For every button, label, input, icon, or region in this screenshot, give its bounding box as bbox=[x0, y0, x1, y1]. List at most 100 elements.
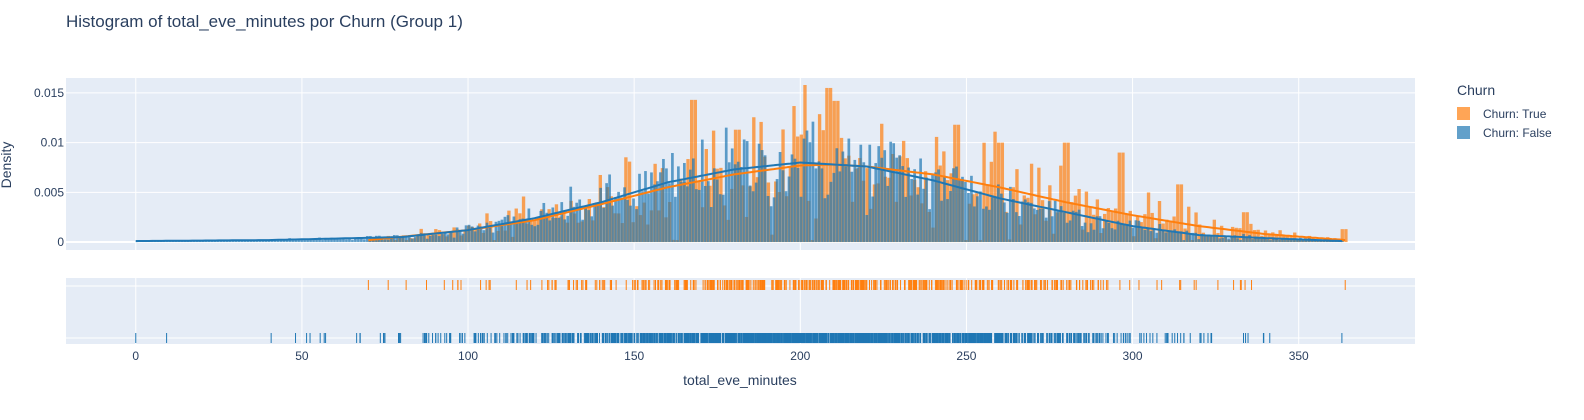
bar-churn-false bbox=[952, 168, 955, 243]
bar-churn-false bbox=[602, 207, 605, 243]
bar-churn-true bbox=[1340, 229, 1344, 243]
bar-churn-false bbox=[999, 193, 1003, 243]
bar-churn-false bbox=[937, 169, 940, 243]
legend-item-churn-true[interactable]: Churn: True bbox=[1457, 104, 1552, 123]
bar-churn-false bbox=[1284, 239, 1287, 243]
y-axis-title: Density bbox=[0, 142, 14, 189]
bar-churn-false bbox=[826, 194, 830, 243]
bar-churn-false bbox=[1218, 238, 1221, 243]
y-tick-label: 0.01 bbox=[41, 136, 65, 150]
bar-churn-false bbox=[703, 185, 707, 243]
bar-churn-false bbox=[653, 184, 656, 243]
bar-churn-false bbox=[1251, 239, 1254, 243]
bar-churn-false bbox=[934, 172, 937, 243]
bar-churn-false bbox=[428, 235, 432, 243]
bar-churn-false bbox=[796, 168, 800, 243]
bar-churn-false bbox=[955, 166, 958, 243]
bar-churn-false bbox=[431, 235, 435, 243]
bar-churn-false bbox=[467, 224, 471, 243]
bar-churn-false bbox=[1263, 237, 1266, 243]
bar-churn-false bbox=[1083, 222, 1087, 243]
bar-churn-false bbox=[515, 222, 519, 243]
bar-churn-false bbox=[1095, 216, 1099, 243]
bar-churn-false bbox=[745, 141, 749, 243]
bar-churn-false bbox=[545, 212, 549, 243]
x-tick-label: 200 bbox=[790, 349, 810, 363]
bar-churn-false bbox=[557, 217, 561, 243]
bar-churn-false bbox=[566, 215, 570, 243]
bar-churn-false bbox=[677, 166, 680, 243]
bar-churn-true bbox=[1062, 142, 1067, 243]
bar-churn-false bbox=[1254, 236, 1257, 243]
bar-churn-true bbox=[1015, 169, 1019, 243]
bar-churn-true bbox=[1179, 184, 1184, 243]
bar-churn-false bbox=[665, 168, 668, 243]
bar-churn-false bbox=[386, 239, 390, 243]
bar-churn-false bbox=[312, 238, 315, 243]
bar-churn-false bbox=[997, 184, 1000, 243]
bar-churn-false bbox=[850, 171, 854, 243]
bar-churn-false bbox=[276, 239, 280, 243]
bar-churn-false bbox=[889, 141, 893, 243]
bar-churn-false bbox=[1155, 232, 1159, 243]
bar-churn-false bbox=[1257, 237, 1260, 243]
bar-churn-false bbox=[575, 202, 579, 243]
bar-churn-false bbox=[1044, 217, 1048, 243]
bar-churn-false bbox=[1131, 227, 1135, 243]
y-tick-label: 0.015 bbox=[34, 86, 64, 100]
bar-churn-false bbox=[718, 194, 722, 243]
bar-churn-false bbox=[1311, 240, 1314, 243]
bar-churn-false bbox=[455, 227, 459, 243]
bar-churn-false bbox=[422, 233, 426, 243]
bar-churn-false bbox=[620, 197, 623, 243]
bar-churn-false bbox=[1065, 222, 1069, 243]
bar-churn-true bbox=[426, 233, 431, 243]
bar-churn-true bbox=[1194, 212, 1198, 243]
bar-churn-false bbox=[922, 188, 925, 243]
bar-churn-false bbox=[763, 155, 767, 243]
bar-churn-false bbox=[572, 206, 576, 243]
bar-churn-false bbox=[970, 175, 973, 243]
bar-churn-false bbox=[623, 187, 626, 243]
bar-churn-false bbox=[730, 148, 734, 243]
bar-churn-false bbox=[291, 239, 294, 243]
bar-churn-false bbox=[916, 194, 919, 243]
bar-churn-false bbox=[856, 167, 860, 243]
x-tick-label: 100 bbox=[458, 349, 478, 363]
bar-churn-false bbox=[578, 199, 582, 243]
bar-churn-false bbox=[721, 194, 725, 243]
bar-churn-false bbox=[494, 221, 498, 243]
bar-churn-false bbox=[985, 206, 988, 243]
bar-churn-false bbox=[1014, 212, 1018, 243]
bar-churn-false bbox=[1269, 240, 1272, 243]
bar-churn-false bbox=[931, 174, 934, 243]
bar-churn-false bbox=[1110, 228, 1114, 243]
x-axis-title: total_eve_minutes bbox=[683, 372, 797, 388]
bar-churn-false bbox=[1191, 232, 1195, 243]
bar-churn-false bbox=[674, 196, 677, 243]
bar-churn-false bbox=[913, 169, 916, 243]
bar-churn-false bbox=[482, 230, 486, 243]
bar-churn-false bbox=[336, 238, 339, 243]
x-tick-label: 350 bbox=[1289, 349, 1309, 363]
bar-churn-true bbox=[1263, 230, 1268, 243]
bar-churn-false bbox=[697, 189, 701, 243]
bar-churn-false bbox=[820, 168, 824, 243]
bar-churn-false bbox=[748, 185, 752, 243]
bar-churn-false bbox=[1077, 209, 1081, 243]
bar-churn-false bbox=[778, 151, 782, 243]
bar-churn-false bbox=[662, 158, 665, 243]
bar-churn-false bbox=[419, 232, 423, 243]
bar-churn-false bbox=[1050, 216, 1054, 243]
bar-churn-false bbox=[769, 206, 773, 243]
bar-churn-false bbox=[1239, 239, 1242, 243]
bar-churn-false bbox=[967, 192, 970, 243]
bar-churn-false bbox=[605, 183, 608, 243]
bar-churn-false bbox=[593, 205, 596, 243]
bar-churn-false bbox=[392, 235, 396, 243]
legend-item-churn-false[interactable]: Churn: False bbox=[1457, 123, 1552, 142]
bar-churn-false bbox=[1260, 238, 1263, 243]
bar-churn-false bbox=[976, 196, 979, 243]
bar-churn-false bbox=[1113, 229, 1117, 243]
